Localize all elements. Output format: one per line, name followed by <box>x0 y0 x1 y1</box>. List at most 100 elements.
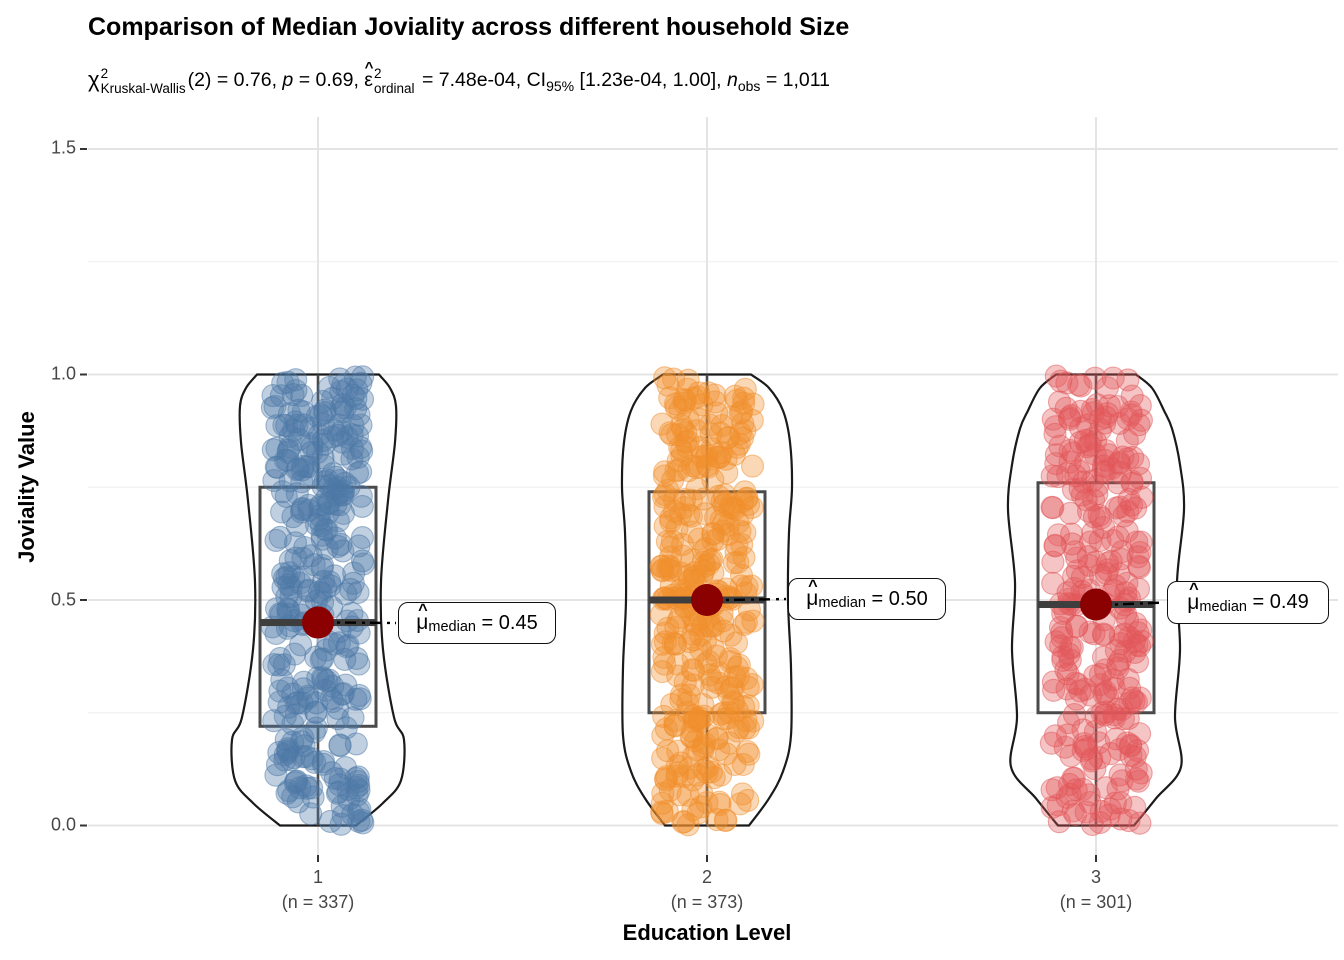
median-dot-3 <box>1080 588 1112 621</box>
jitter-point <box>668 398 692 422</box>
subtitle-stat-5: = 1,011 <box>760 68 830 91</box>
x-tick-label-2: 2 <box>701 867 713 887</box>
y-tick-label-1.5: 1.5 <box>50 137 76 158</box>
jitter-point <box>1129 530 1153 554</box>
jitter-point <box>688 709 712 733</box>
jitter-point <box>284 368 308 392</box>
jitter-point <box>336 633 360 657</box>
jitter-point <box>318 474 342 498</box>
jitter-point <box>262 709 286 733</box>
jitter-point <box>717 731 741 755</box>
jitter-point <box>345 424 370 448</box>
jitter-point <box>679 488 703 512</box>
jitter-point <box>1060 522 1084 546</box>
jitter-point <box>1044 364 1068 388</box>
n-symbol: n <box>726 68 738 91</box>
p-symbol: p <box>282 68 294 91</box>
median-label-box-3: μ ^ median = 0.49 <box>1167 580 1329 624</box>
jitter-point <box>329 532 353 556</box>
jitter-point <box>1083 442 1107 466</box>
jitter-points-3 <box>1039 364 1154 837</box>
median-value: 0.50 <box>888 587 928 610</box>
median-connector-3 <box>1114 601 1166 606</box>
jitter-point <box>281 682 305 706</box>
jitter-point <box>293 535 317 560</box>
jitter-point <box>1058 648 1082 672</box>
jitter-point <box>705 401 729 425</box>
jitter-point <box>1126 769 1150 793</box>
jitter-point <box>267 653 291 677</box>
epsilon-hat: ε ^ <box>364 59 373 92</box>
jitter-point <box>731 752 755 777</box>
hat-accent: ^ <box>364 59 374 77</box>
median-subscript: median <box>818 595 866 611</box>
equals-sign: = <box>1246 591 1270 613</box>
jitter-point <box>346 580 370 605</box>
subtitle-stat-2: = 0.69, <box>293 68 365 91</box>
jitter-point <box>663 632 687 656</box>
jitter-point <box>273 748 297 772</box>
jitter-point <box>1115 731 1139 755</box>
jitter-point <box>334 673 358 697</box>
jitter-point <box>1109 460 1133 485</box>
jitter-point <box>268 525 292 549</box>
jitter-point <box>687 527 711 551</box>
jitter-point <box>277 779 301 803</box>
jitter-point <box>279 576 303 600</box>
jitter-point <box>695 791 719 815</box>
jitter-point <box>736 788 760 812</box>
jitter-point <box>665 761 689 785</box>
jitter-point <box>1106 525 1130 549</box>
jitter-point <box>1044 452 1068 476</box>
x-n-label-2: (n = 373) <box>670 892 744 912</box>
jitter-point <box>1067 459 1091 483</box>
plot-subtitle: χ 2 Kruskal-Wallis (2) = 0.76, p = 0.69, ε ^… <box>88 56 830 104</box>
jitter-point <box>1093 658 1117 682</box>
jitter-point <box>1087 503 1111 527</box>
y-tick-label-0.0: 0.0 <box>50 814 76 835</box>
jitter-point <box>690 445 714 469</box>
jitter-point <box>650 554 674 578</box>
jitter-point <box>668 605 692 629</box>
jitter-points-2 <box>649 366 765 837</box>
x-tick-label-1: 1 <box>312 867 324 887</box>
median-dot-1 <box>302 606 334 639</box>
jitter-point <box>1092 623 1116 647</box>
mu-hat: μ ^ <box>1187 580 1199 615</box>
median-connector-2 <box>725 597 787 602</box>
jitter-point <box>326 707 350 731</box>
jitter-point <box>684 707 708 731</box>
jitter-point <box>1076 545 1100 569</box>
jitter-point <box>290 383 314 407</box>
jitter-point <box>685 455 709 480</box>
jitter-point <box>300 432 324 456</box>
jitter-point <box>656 478 680 502</box>
x-axis-title: Education Level <box>622 920 792 945</box>
jitter-point <box>304 716 328 740</box>
jitter-point <box>1061 799 1085 823</box>
jitter-point <box>718 496 742 520</box>
jitter-point <box>668 436 692 460</box>
jitter-point <box>741 609 765 633</box>
jitter-point <box>1043 533 1067 557</box>
jitter-point <box>271 575 295 599</box>
jitter-point <box>1123 640 1147 664</box>
jitter-point <box>676 813 700 837</box>
chi-scripts: 2 Kruskal-Wallis <box>101 66 186 96</box>
jitter-point <box>1079 749 1103 773</box>
jitter-point <box>264 528 288 552</box>
jitter-point <box>269 384 293 408</box>
jitter-point <box>281 418 306 442</box>
jitter-point <box>301 785 325 809</box>
epsilon-subscript: ordinal <box>374 81 415 96</box>
jitter-point <box>689 795 713 819</box>
jitter-point <box>1083 664 1107 688</box>
jitter-point <box>279 585 303 609</box>
jitter-point <box>328 767 352 791</box>
jitter-point <box>691 550 716 574</box>
jitter-point <box>1060 532 1084 556</box>
jitter-point <box>1114 581 1138 605</box>
jitter-point <box>732 695 756 719</box>
jitter-point <box>663 392 688 416</box>
jitter-point <box>333 756 358 780</box>
